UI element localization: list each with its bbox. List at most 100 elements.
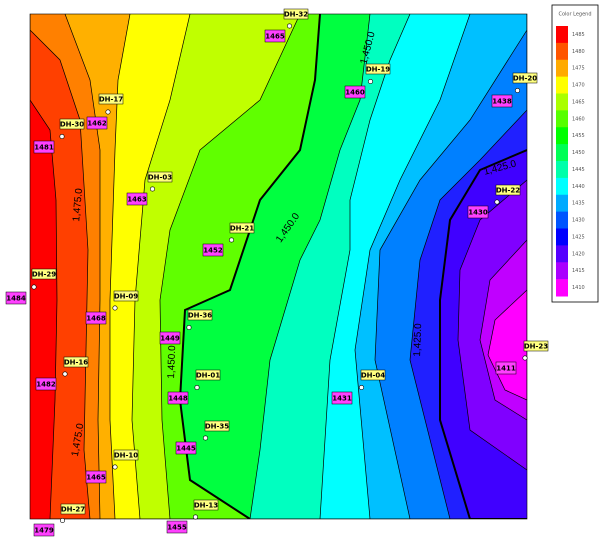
hole-value-box	[166, 520, 188, 534]
hole-value: 1411	[496, 365, 516, 373]
contour-label: 1,475.0	[71, 187, 85, 222]
hole-id: DH-17	[99, 96, 123, 104]
hole-id: DH-13	[194, 502, 218, 510]
hole-value: 1465	[86, 474, 106, 482]
hole-id: DH-23	[524, 343, 548, 351]
hole-marker	[494, 199, 500, 205]
legend-label: 1450	[572, 150, 585, 156]
hole-value: 1431	[332, 395, 352, 403]
legend-swatch	[556, 161, 568, 179]
hole-id: DH-32	[284, 11, 308, 19]
hole-id-box	[195, 369, 221, 381]
hole-id-box	[98, 93, 124, 105]
legend-swatch	[556, 211, 568, 229]
hole-marker	[286, 23, 292, 29]
hole-value-box	[85, 470, 107, 484]
hole-value: 1484	[6, 295, 26, 303]
legend-label: 1440	[572, 184, 585, 190]
hole-id: DH-19	[366, 66, 390, 74]
hole-id-box	[59, 118, 85, 130]
hole-id-box	[360, 369, 386, 381]
hole-id-box	[204, 420, 230, 432]
legend-label: 1425	[572, 234, 585, 240]
legend-swatch	[556, 93, 568, 111]
legend-swatch	[556, 110, 568, 128]
legend-swatch	[556, 76, 568, 94]
contour-label: 1,425.0	[412, 323, 424, 357]
hole-value: 1462	[87, 120, 107, 128]
hole-value-box	[344, 85, 366, 99]
hole-marker	[105, 109, 111, 115]
hole-value: 1455	[167, 524, 187, 532]
legend-swatch	[556, 177, 568, 196]
hole-value: 1448	[168, 395, 188, 403]
hole-value-box	[264, 29, 286, 43]
contour-label: 1,450.0	[166, 345, 178, 379]
hole-value-box	[467, 205, 489, 219]
legend-label: 1415	[572, 268, 585, 274]
hole-marker	[203, 435, 209, 441]
hole-id: DH-36	[188, 312, 212, 320]
hole-marker	[112, 464, 118, 470]
legend-swatch	[556, 127, 568, 145]
map-border	[29, 13, 528, 520]
hole-value-box	[167, 391, 189, 405]
hole-id: DH-30	[60, 121, 84, 129]
hole-marker	[367, 79, 373, 85]
hole-value-box	[86, 116, 108, 130]
hole-value-box	[491, 94, 513, 108]
hole-id-box	[113, 449, 139, 461]
legend-label: 1445	[572, 167, 585, 173]
hole-id-box	[187, 309, 213, 321]
legend-swatch	[556, 228, 568, 246]
legend-swatch	[556, 59, 568, 78]
legend-label: 1410	[572, 285, 585, 291]
hole-id-box	[193, 499, 219, 511]
hole-value-box	[495, 361, 517, 375]
hole-value: 1482	[36, 381, 56, 389]
hole-value: 1449	[160, 335, 180, 343]
hole-id-box	[229, 222, 255, 234]
hole-value-box	[159, 331, 181, 345]
hole-marker	[514, 88, 520, 94]
hole-id: DH-03	[148, 174, 172, 182]
hole-marker	[59, 517, 65, 523]
hole-id-box	[283, 8, 309, 20]
color-bands	[30, 14, 527, 519]
hole-value: 1445	[176, 445, 196, 453]
hole-marker	[229, 237, 235, 243]
hole-value-box	[5, 291, 27, 305]
legend-swatch	[556, 42, 568, 61]
hole-id: DH-20	[513, 75, 537, 83]
hole-value-box	[33, 523, 55, 537]
legend-label: 1485	[572, 32, 585, 38]
hole-id-box	[147, 171, 173, 183]
hole-value: 1468	[86, 315, 106, 323]
legend-label: 1455	[572, 133, 585, 139]
hole-id: DH-01	[196, 372, 220, 380]
legend-label: 1480	[572, 49, 585, 55]
legend-swatch	[556, 245, 568, 263]
hole-marker	[194, 384, 200, 390]
drillholes: DH-321465DH-191460DH-201438DH-171462DH-3…	[5, 8, 549, 537]
hole-marker	[522, 355, 528, 361]
legend-label: 1460	[572, 116, 585, 122]
hole-marker	[186, 324, 192, 330]
legend-swatch	[556, 144, 568, 162]
hole-value-box	[33, 140, 55, 154]
hole-value-box	[175, 441, 197, 455]
hole-marker	[193, 514, 199, 520]
legend-swatch	[556, 262, 568, 280]
hole-marker	[150, 186, 156, 192]
hole-value: 1465	[265, 33, 285, 41]
hole-id-box	[63, 356, 89, 368]
hole-id-box	[512, 72, 538, 84]
hole-id-box	[31, 268, 57, 280]
hole-marker	[59, 134, 65, 140]
hole-id-box	[495, 184, 521, 196]
hole-id-box	[523, 340, 549, 352]
hole-id: DH-29	[32, 271, 56, 279]
hole-value: 1430	[468, 209, 488, 217]
legend-swatch	[556, 279, 568, 297]
